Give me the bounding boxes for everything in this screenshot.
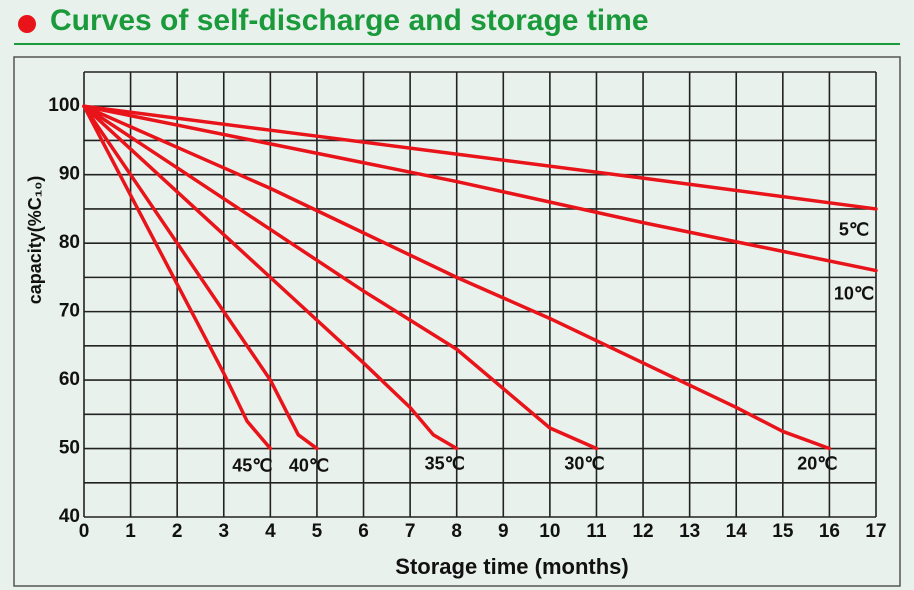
x-tick-label: 1 bbox=[125, 521, 136, 542]
x-axis-label: Storage time (months) bbox=[395, 554, 628, 579]
series-line bbox=[82, 104, 878, 211]
series-line bbox=[82, 104, 459, 451]
x-tick-label: 0 bbox=[79, 521, 90, 542]
series-line bbox=[82, 104, 319, 451]
series-line bbox=[82, 104, 599, 451]
series-line bbox=[82, 104, 878, 273]
y-tick-label: 60 bbox=[59, 369, 80, 390]
x-tick-label: 8 bbox=[451, 521, 462, 542]
x-tick-label: 9 bbox=[498, 521, 509, 542]
x-tick-label: 17 bbox=[865, 521, 886, 542]
y-axis-label: capacity(%C₁₀) bbox=[25, 176, 45, 305]
x-tick-label: 13 bbox=[679, 521, 700, 542]
y-tick-label: 50 bbox=[59, 438, 80, 459]
x-tick-label: 6 bbox=[358, 521, 369, 542]
series-label: 5℃ bbox=[839, 220, 869, 240]
y-tick-label: 80 bbox=[59, 232, 80, 253]
x-tick-label: 11 bbox=[586, 521, 607, 542]
title-bullet bbox=[18, 15, 36, 33]
frame bbox=[13, 56, 901, 587]
series-label: 35℃ bbox=[425, 453, 465, 473]
x-tick-label: 5 bbox=[312, 521, 323, 542]
y-tick-label: 90 bbox=[59, 164, 80, 185]
series-label: 20℃ bbox=[797, 453, 837, 473]
series-line bbox=[82, 104, 832, 451]
x-tick-label: 3 bbox=[218, 521, 229, 542]
x-tick-label: 2 bbox=[172, 521, 183, 542]
y-tick-label: 70 bbox=[59, 301, 80, 322]
y-tick-label: 100 bbox=[48, 95, 80, 116]
x-tick-label: 16 bbox=[819, 521, 840, 542]
x-tick-label: 4 bbox=[265, 521, 276, 542]
chart-title: Curves of self-discharge and storage tim… bbox=[50, 4, 649, 37]
y-tick-label: 40 bbox=[59, 506, 80, 527]
series-label: 45℃ bbox=[232, 455, 272, 475]
series-label: 40℃ bbox=[289, 455, 329, 475]
series-label: 10℃ bbox=[834, 283, 874, 303]
x-tick-label: 15 bbox=[772, 521, 794, 542]
x-tick-label: 10 bbox=[539, 521, 560, 542]
x-tick-label: 12 bbox=[632, 521, 653, 542]
series-line bbox=[82, 104, 273, 451]
x-tick-label: 14 bbox=[726, 521, 748, 542]
x-tick-label: 7 bbox=[405, 521, 416, 542]
series-label: 30℃ bbox=[564, 453, 604, 473]
